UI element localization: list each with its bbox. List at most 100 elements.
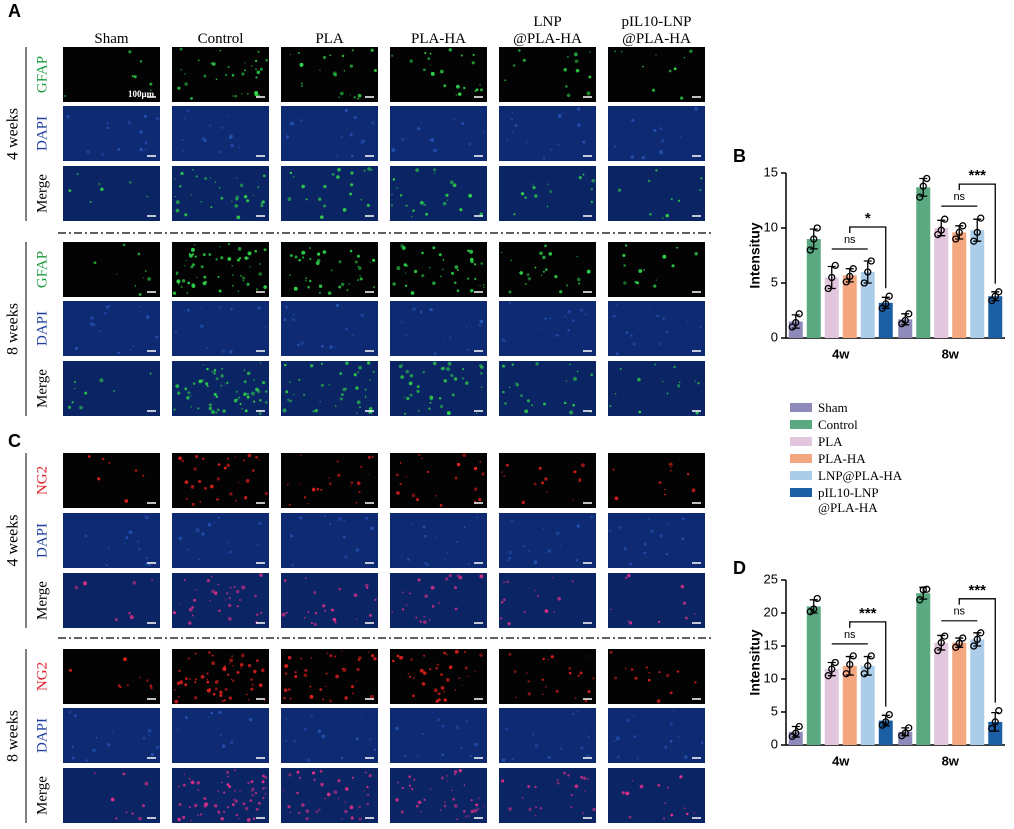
- micrograph-speck: [298, 811, 301, 815]
- micrograph-speck: [506, 139, 509, 142]
- micrograph-speck: [128, 181, 132, 184]
- data-point: [941, 215, 949, 223]
- micrograph-speck: [318, 284, 323, 288]
- micrograph-speck: [283, 688, 288, 693]
- data-point: [842, 670, 850, 678]
- micrograph: [172, 301, 269, 356]
- micrograph-speck: [356, 254, 360, 258]
- micrograph-speck: [681, 537, 685, 541]
- micrograph: [499, 513, 596, 568]
- micrograph-speck: [221, 699, 225, 703]
- micrograph-speck: [247, 92, 249, 95]
- micrograph-speck: [202, 253, 206, 256]
- micrograph-speck: [227, 257, 232, 261]
- micrograph-speck: [252, 817, 256, 820]
- micrograph-speck: [211, 589, 215, 594]
- micrograph-speck: [282, 408, 287, 413]
- micrograph-speck: [142, 474, 145, 477]
- micrograph-speck: [341, 757, 344, 760]
- micrograph-speck: [218, 306, 221, 309]
- micrograph: [390, 242, 487, 297]
- micrograph-speck: [262, 174, 266, 178]
- micrograph-speck: [252, 194, 254, 197]
- micrograph-speck: [431, 605, 435, 608]
- micrograph-speck: [421, 732, 424, 735]
- micrograph-speck: [124, 499, 129, 503]
- micrograph-speck: [359, 275, 361, 277]
- data-point: [995, 707, 1003, 715]
- stain-label: Merge: [34, 581, 50, 620]
- micrograph-speck: [317, 197, 322, 201]
- micrograph-speck: [228, 696, 233, 700]
- micrograph-speck: [504, 79, 507, 82]
- micrograph-speck: [466, 277, 470, 280]
- micrograph-speck: [525, 672, 528, 675]
- micrograph-speck: [132, 581, 137, 585]
- micrograph-speck: [227, 65, 230, 68]
- micrograph-speck: [186, 292, 189, 294]
- micrograph-speck: [592, 807, 596, 812]
- micrograph-speck: [197, 789, 200, 791]
- micrograph-speck: [480, 372, 483, 375]
- micrograph-speck: [467, 675, 469, 678]
- micrograph-speck: [338, 260, 342, 264]
- micrograph-speck: [518, 49, 521, 52]
- micrograph-speck: [630, 668, 634, 671]
- micrograph-speck: [522, 58, 526, 62]
- micrograph: [281, 47, 378, 102]
- micrograph-speck: [344, 696, 348, 700]
- micrograph-speck: [573, 52, 578, 57]
- micrograph-speck: [430, 71, 435, 76]
- micrograph-speck: [244, 69, 247, 72]
- micrograph-speck: [201, 532, 205, 536]
- micrograph-speck: [199, 500, 202, 503]
- micrograph-speck: [478, 364, 483, 368]
- error-bar: [809, 228, 818, 250]
- y-tick-label: 10: [764, 219, 778, 234]
- micrograph-speck: [446, 411, 451, 415]
- micrograph-speck: [149, 372, 152, 375]
- micrograph-speck: [623, 547, 627, 551]
- y-tick-label: 10: [764, 670, 778, 685]
- micrograph-speck: [448, 666, 452, 670]
- micrograph-speck: [200, 306, 203, 309]
- micrograph-speck: [199, 813, 203, 816]
- micrograph-speck: [230, 143, 234, 148]
- data-point: [905, 724, 913, 732]
- micrograph-speck: [438, 602, 440, 605]
- micrograph-speck: [655, 279, 658, 281]
- significance-label: ns: [844, 234, 856, 246]
- micrograph-speck: [323, 55, 327, 59]
- panel-label: D: [733, 558, 746, 578]
- micrograph-speck: [512, 64, 516, 67]
- micrograph-speck: [227, 616, 232, 621]
- micrograph-speck: [238, 481, 240, 484]
- micrograph-speck: [453, 377, 458, 381]
- micrograph-speck: [224, 688, 228, 691]
- micrograph-speck: [205, 382, 209, 386]
- micrograph-speck: [107, 743, 111, 747]
- micrograph-speck: [299, 516, 303, 520]
- micrograph-speck: [350, 816, 354, 820]
- micrograph-speck: [542, 657, 545, 661]
- micrograph-speck: [197, 814, 199, 816]
- micrograph-speck: [261, 200, 265, 204]
- micrograph: [499, 361, 596, 416]
- bar: [842, 275, 857, 338]
- micrograph: [608, 573, 705, 628]
- micrograph-speck: [214, 680, 219, 684]
- micrograph-speck: [364, 396, 367, 399]
- micrograph-speck: [694, 380, 697, 382]
- micrograph-speck: [576, 277, 581, 282]
- micrograph-speck: [224, 599, 227, 601]
- group-label: 8 weeks: [5, 710, 22, 762]
- micrograph-speck: [500, 251, 503, 254]
- micrograph-speck: [544, 477, 548, 481]
- micrograph-speck: [263, 285, 267, 289]
- micrograph-speck: [172, 611, 176, 615]
- micrograph-speck: [315, 520, 318, 522]
- micrograph-speck: [614, 50, 616, 52]
- micrograph: [390, 301, 487, 356]
- micrograph-speck: [236, 215, 241, 220]
- micrograph-speck: [479, 284, 481, 287]
